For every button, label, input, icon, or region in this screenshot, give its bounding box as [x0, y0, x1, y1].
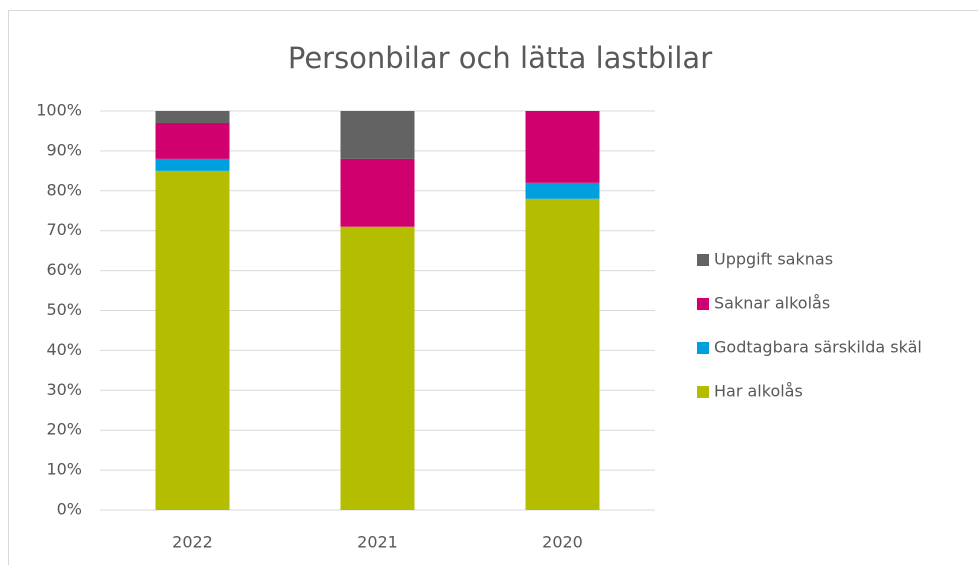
x-tick-label: 2021 — [357, 533, 398, 552]
legend-swatch — [697, 254, 709, 266]
bar-segment — [155, 170, 230, 510]
y-tick-label: 30% — [46, 380, 82, 399]
y-tick-label: 70% — [46, 220, 82, 239]
x-tick-label: 2020 — [542, 533, 583, 552]
bar-segment — [155, 122, 230, 159]
chart-frame — [8, 10, 978, 565]
y-tick-label: 90% — [46, 140, 82, 159]
chart-title: Personbilar och lätta lastbilar — [288, 41, 712, 75]
bar-segment — [525, 182, 600, 199]
x-tick-label: 2022 — [172, 533, 213, 552]
bar-segment — [525, 111, 600, 183]
legend-label: Saknar alkolås — [714, 294, 830, 313]
y-tick-label: 10% — [46, 460, 82, 479]
legend-label: Godtagbara särskilda skäl — [714, 338, 922, 357]
bar-segment — [340, 226, 415, 510]
bar-segment — [155, 111, 230, 123]
bar-segment — [525, 198, 600, 510]
y-tick-label: 40% — [46, 340, 82, 359]
y-tick-label: 50% — [46, 300, 82, 319]
legend-label: Uppgift saknas — [714, 250, 833, 269]
y-tick-label: 100% — [36, 101, 82, 120]
legend-swatch — [697, 342, 709, 354]
y-tick-label: 20% — [46, 420, 82, 439]
bar-segment — [340, 158, 415, 227]
y-tick-label: 60% — [46, 260, 82, 279]
legend-swatch — [697, 298, 709, 310]
bar-segment — [340, 111, 415, 159]
bar-segment — [155, 158, 230, 171]
legend-swatch — [697, 386, 709, 398]
y-tick-label: 0% — [57, 500, 82, 519]
legend-label: Har alkolås — [714, 382, 803, 401]
y-tick-label: 80% — [46, 180, 82, 199]
